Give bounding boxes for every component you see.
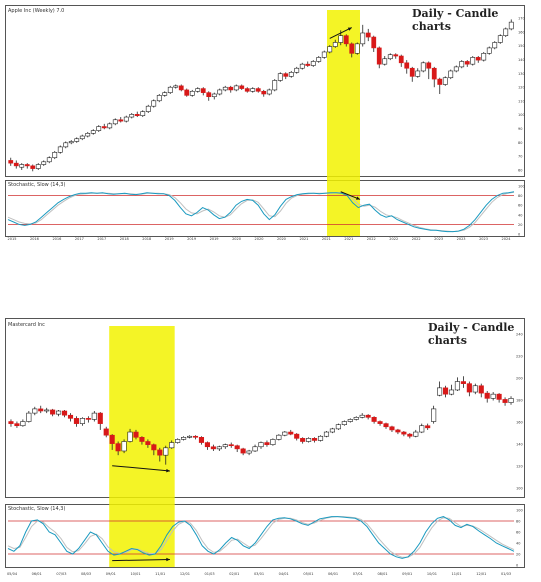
x-tick-label: 2019 [210,237,219,241]
x-tick-label: 08/03 [81,572,91,576]
x-tick-label: 2022 [367,237,376,241]
x-tick-label: 2022 [389,237,398,241]
x-tick-label: 01/03 [501,572,511,576]
x-tick-label: 09/01 [402,572,412,576]
chart-2-symbol-label: Mastercard Inc [8,322,45,328]
x-tick-label: 11/01 [452,572,462,576]
x-tick-label: 07/01 [353,572,363,576]
x-tick-label: 07/03 [56,572,66,576]
x-tick-label: 08/01 [377,572,387,576]
x-tick-label: 2020 [255,237,264,241]
x-tick-label: 2020 [277,237,286,241]
x-tick-label: 2019 [187,237,196,241]
x-tick-label: 09/01 [106,572,116,576]
x-tick-label: 2021 [322,237,331,241]
x-tick-label: 2024 [502,237,512,241]
x-tick-label: 2016 [30,237,39,241]
chart-2-title: Daily - Candle charts [428,321,515,347]
x-tick-label: 2016 [52,237,61,241]
x-tick-label: 12/01 [476,572,486,576]
chart-1-stoch-panel [5,180,525,237]
chart-1-symbol-label: Apple Inc (Weekly) 7.0 [8,8,65,14]
chart-2-price-panel [5,318,525,498]
x-tick-label: 2022 [412,237,421,241]
x-tick-label: 2018 [142,237,151,241]
x-tick-label: 06/01 [328,572,338,576]
x-tick-label: 2023 [457,237,466,241]
x-tick-label: 10/01 [427,572,437,576]
x-tick-label: 2023 [434,237,443,241]
x-tick-label: 01/03 [205,572,215,576]
x-tick-label: 06/01 [32,572,42,576]
x-tick-label: 2015 [8,237,17,241]
x-tick-label: 2021 [344,237,353,241]
x-tick-label: 12/01 [180,572,190,576]
x-tick-label: 11/01 [155,572,165,576]
x-tick-label: 04/01 [279,572,289,576]
x-tick-label: 2017 [75,237,84,241]
x-tick-label: 05/04 [7,572,18,576]
x-tick-label: 03/01 [254,572,264,576]
x-tick-label: 2020 [232,237,241,241]
x-tick-label: 2019 [165,237,174,241]
chart-2-stoch-panel [5,504,525,568]
x-tick-label: 02/01 [229,572,239,576]
x-tick-label: 2021 [299,237,308,241]
x-tick-label: 2023 [479,237,488,241]
chart-1-stoch-label: Stochastic, Slow (14,3) [8,182,66,188]
x-tick-label: 2018 [120,237,129,241]
x-tick-label: 05/01 [303,572,313,576]
chart-2-stoch-label: Stochastic, Slow (14,3) [8,506,66,512]
x-tick-label: 2017 [97,237,106,241]
chart-1-title: Daily - Candle charts [412,7,499,33]
x-tick-label: 10/01 [130,572,140,576]
